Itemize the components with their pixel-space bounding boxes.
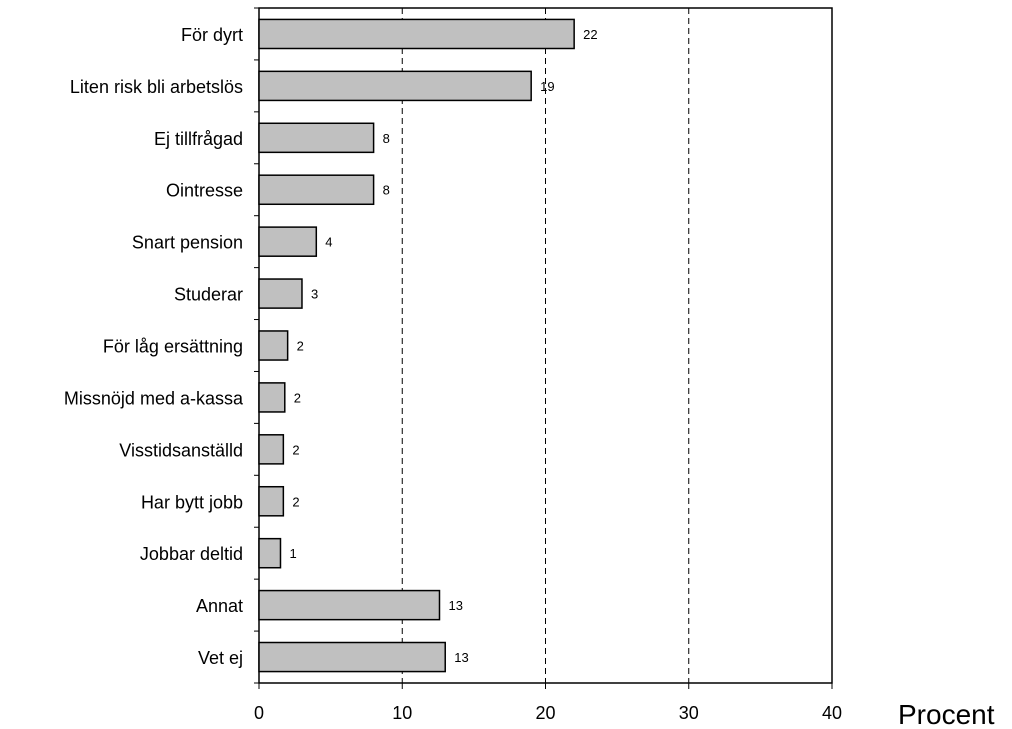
bar: [258, 641, 446, 673]
bar: [258, 434, 285, 465]
bar: [258, 174, 375, 206]
bar: [258, 278, 303, 309]
category-label: Missnöjd med a-kassa: [64, 388, 244, 408]
x-tick-label: 40: [822, 703, 842, 723]
data-label: 1: [289, 546, 296, 561]
bar: [258, 589, 441, 621]
data-label: 2: [294, 390, 301, 405]
category-label: Ej tillfrågad: [154, 129, 243, 149]
data-label: 2: [292, 442, 299, 457]
x-tick-label: 0: [254, 703, 264, 723]
data-label: 2: [292, 494, 299, 509]
category-label: För dyrt: [181, 25, 243, 45]
x-tick-label: 20: [535, 703, 555, 723]
x-tick-label: 30: [679, 703, 699, 723]
bar: [258, 485, 285, 517]
data-label: 2: [297, 339, 304, 354]
category-label: Annat: [196, 596, 243, 616]
bar: [258, 226, 318, 257]
data-label: 8: [383, 131, 390, 146]
x-tick-label: 10: [392, 703, 412, 723]
category-label: Studerar: [174, 285, 243, 305]
bar: [258, 122, 375, 154]
data-label: 19: [540, 79, 554, 94]
category-label: Visstidsanställd: [119, 440, 243, 460]
bar: [258, 382, 286, 413]
data-label: 22: [583, 27, 597, 42]
bar: [258, 330, 289, 361]
category-label: Ointresse: [166, 181, 243, 201]
data-label: 4: [325, 235, 332, 250]
category-label: Vet ej: [198, 648, 243, 668]
bar: [258, 18, 575, 50]
category-label: Snart pension: [132, 233, 243, 253]
data-label: 13: [448, 598, 462, 613]
category-label: Har bytt jobb: [141, 492, 243, 512]
category-label: Liten risk bli arbetslös: [70, 77, 243, 97]
bar: [258, 537, 282, 569]
category-label: För låg ersättning: [103, 337, 243, 357]
data-label: 3: [311, 287, 318, 302]
data-label: 8: [383, 183, 390, 198]
bar: [258, 70, 532, 102]
category-label: Jobbar deltid: [140, 544, 243, 564]
data-label: 13: [454, 650, 468, 665]
x-axis-title: Procent: [898, 699, 995, 729]
